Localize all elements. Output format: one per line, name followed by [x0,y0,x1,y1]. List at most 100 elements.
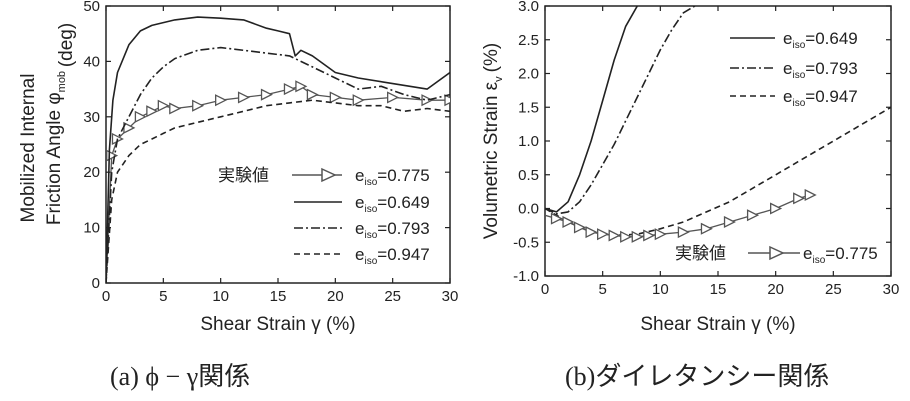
xtick-label: 20 [327,288,344,305]
experiment-marker [329,91,342,104]
legend-b-val3: =0.775 [825,244,877,263]
legend-a-experiment-label: eiso=0.775 [355,166,430,188]
ytick-label: -1.0 [513,268,539,285]
chart-b-ylabel: Volumetric Strain εv (%) [481,43,505,239]
experiment-marker [215,94,228,107]
chart-a-ylabel-unit: (deg) [56,23,77,67]
legend-b-val0: =0.649 [805,29,857,48]
ytick-label: 1.0 [518,133,539,150]
legend-b-e1: e [783,59,792,78]
xtick-label: 15 [270,288,287,305]
experiment-marker [620,230,633,243]
ytick-label: 40 [83,53,100,70]
legend-a-solid-label: eiso=0.649 [355,193,430,215]
ytick-label: 30 [83,109,100,126]
legend-a-e2: e [355,219,364,238]
legend-b-e0: e [783,29,792,48]
experiment-marker [387,91,400,104]
experiment-marker [597,228,610,241]
legend-b-item-dashed: eiso=0.947 [730,87,858,109]
chart-b-ylabel-main: Volumetric Strain ε [481,81,502,239]
chart-a-plot-frame [105,5,451,284]
legend-b-experiment-marker [769,245,785,261]
chart-a-series [106,16,450,283]
ytick-label: 10 [83,220,100,237]
xtick-label: 0 [541,281,549,298]
legend-b-item-experiment: 実験値 eiso=0.775 [675,244,878,266]
legend-a-e3: e [355,245,364,264]
chart-a-ylabel-line2: Friction Angle φmob [44,71,68,225]
experiment-marker [770,202,783,215]
experiment-marker [700,222,713,235]
legend-a-dashed-label: eiso=0.947 [355,245,430,267]
experiment-marker [306,88,319,101]
xtick-label: 25 [384,288,401,305]
xtick-label: 15 [710,281,727,298]
legend-a-sub1: iso [364,204,377,215]
experiment-marker [573,221,587,234]
legend-b-sub2: iso [792,98,805,109]
chart-a-ticks: 0 5 10 15 20 25 30 0 10 20 30 40 50 [83,0,458,305]
chart-a-ylabel-sub: mob [56,71,68,92]
ytick-label: 50 [83,0,100,15]
legend-a-val2: =0.793 [377,219,429,238]
legend-a-val0: =0.775 [377,166,429,185]
experiment-marker [283,83,296,96]
ytick-label: 0.0 [518,201,539,218]
experiment-marker [723,215,736,229]
xtick-label: 25 [825,281,842,298]
legend-b-e3: e [803,244,812,263]
ytick-label: 0.5 [518,167,539,184]
chart-b-ticks: 0 5 10 15 20 25 30 -1.0 -0.5 0.0 0.5 1.0 1.5 2.0 2.5 3.… [513,0,899,298]
experiment-marker [562,215,575,229]
experiment-marker [146,105,159,118]
caption-a: (a) ϕ − γ関係 [110,362,250,391]
legend-a-item-experiment: 実験値 eiso=0.775 [218,166,430,188]
legend-a-e1: e [355,193,364,212]
experiment-marker [608,229,621,242]
legend-a-sub3: iso [364,256,377,267]
experiment-marker [631,230,644,243]
chart-b-ylabel-unit: (%) [481,43,502,73]
experiment-marker [550,212,563,225]
experiment-marker [804,188,817,202]
chart-a-ylabel: Mobilized Internal Friction Angle φmob [18,71,68,225]
legend-a-dashdot-label: eiso=0.793 [355,219,430,241]
legend-b-experiment-label: eiso=0.775 [803,244,878,266]
chart-a-ylabel-line2-main: Friction Angle φ [44,92,65,225]
series-line-dashed [545,106,891,237]
series-line-solid [545,6,638,213]
chart-b-legend: eiso=0.649 eiso=0.793 eiso=0.947 実験値 eis… [675,29,878,266]
experiment-marker [421,94,434,107]
legend-a-experiment-marker [321,167,337,183]
experiment-marker [677,226,690,239]
experiment-marker [352,94,365,107]
legend-b-val2: =0.947 [805,87,857,106]
legend-b-experiment-prefix: 実験値 [675,244,726,263]
xtick-label: 20 [767,281,784,298]
series-line-dashdot [545,6,696,215]
ytick-label: 2.5 [518,32,539,49]
xtick-label: 30 [442,288,459,305]
ytick-label: 20 [83,164,100,181]
legend-a-sub2: iso [364,230,377,241]
experiment-marker [654,228,667,241]
legend-a-sub0: iso [364,177,377,188]
experiment-marker [260,88,273,101]
legend-b-sub1: iso [792,70,805,81]
legend-a-val3: =0.947 [377,245,429,264]
experiment-marker [157,99,170,112]
ytick-label: 3.0 [518,0,539,15]
chart-a-ylabel-line1: Mobilized Internal [18,74,39,223]
chart-b: 0 5 10 15 20 25 30 -1.0 -0.5 0.0 0.5 1.0 1.5 2.0 2.5 3.… [481,0,899,391]
experiment-marker [134,110,147,123]
chart-b-ylabel-sub: v [493,76,505,82]
legend-b-sub0: iso [792,40,805,51]
legend-a-e0: e [355,166,364,185]
xtick-label: 30 [883,281,900,298]
legend-b-dashdot-label: eiso=0.793 [783,59,858,81]
legend-b-sub3: iso [812,255,825,266]
experiment-marker [192,99,205,112]
legend-a-val1: =0.649 [377,193,429,212]
